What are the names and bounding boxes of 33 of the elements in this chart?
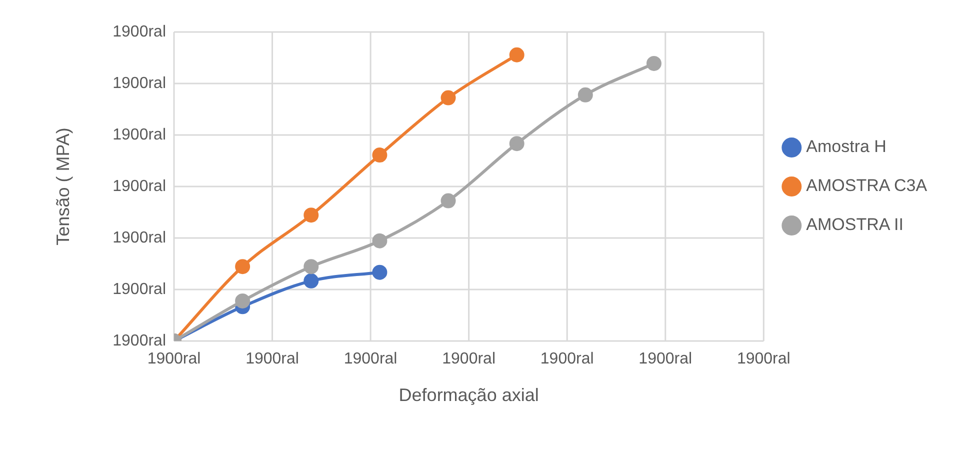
annotation: 1900ral (112, 280, 166, 298)
y-axis-title: Tensão ( MPA) (52, 128, 73, 246)
point (440, 193, 456, 208)
text: 1900ral (442, 350, 496, 368)
annotation: 1900ral (112, 74, 166, 92)
point (440, 90, 456, 106)
point (646, 56, 662, 71)
text: 1900ral (246, 350, 299, 368)
legend-label: Amostra H (806, 137, 886, 156)
text: 1900ral (344, 350, 398, 368)
point (304, 259, 319, 274)
annotation: 1900ral (112, 178, 166, 195)
x-axis-title: Deformação axial (398, 384, 539, 405)
annotation: 1900ral (112, 126, 166, 144)
annotation: 1900ral (112, 332, 166, 350)
text: 1900ral (540, 350, 594, 368)
point (235, 293, 250, 308)
point (235, 259, 250, 274)
annotation: 1900ral (112, 229, 166, 246)
text: 1900ral (736, 350, 790, 368)
text: 1900ral (112, 23, 166, 40)
point (372, 264, 388, 280)
point (372, 148, 388, 163)
point (509, 47, 524, 62)
point (578, 87, 593, 102)
text: 1900ral (147, 350, 201, 368)
point (372, 233, 388, 248)
text: 1900ral (638, 350, 692, 368)
legend-label: AMOSTRA II (806, 215, 904, 234)
legend-label: AMOSTRA C3A (806, 176, 928, 196)
point (509, 136, 524, 152)
point (304, 208, 319, 223)
point (304, 273, 319, 288)
